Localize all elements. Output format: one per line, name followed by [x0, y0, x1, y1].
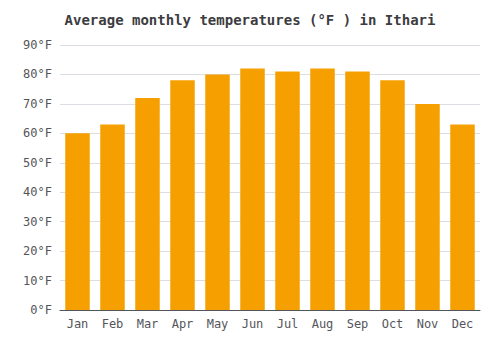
- svg-text:30°F: 30°F: [23, 215, 52, 229]
- svg-text:10°F: 10°F: [23, 274, 52, 288]
- svg-text:80°F: 80°F: [23, 67, 52, 81]
- svg-text:Apr: Apr: [172, 317, 194, 331]
- svg-text:Mar: Mar: [137, 317, 159, 331]
- svg-text:40°F: 40°F: [23, 185, 52, 199]
- svg-text:Sep: Sep: [347, 317, 369, 331]
- svg-text:0°F: 0°F: [30, 303, 52, 317]
- svg-text:20°F: 20°F: [23, 244, 52, 258]
- svg-text:70°F: 70°F: [23, 97, 52, 111]
- svg-text:60°F: 60°F: [23, 126, 52, 140]
- svg-text:Jan: Jan: [67, 317, 89, 331]
- svg-text:50°F: 50°F: [23, 156, 52, 170]
- svg-text:Average monthly temperatures (: Average monthly temperatures (°F ) in It…: [65, 12, 436, 28]
- svg-text:Feb: Feb: [102, 317, 124, 331]
- svg-text:Dec: Dec: [452, 317, 474, 331]
- svg-text:Aug: Aug: [312, 317, 334, 331]
- svg-text:Oct: Oct: [382, 317, 404, 331]
- svg-text:Jun: Jun: [242, 317, 264, 331]
- svg-text:Jul: Jul: [277, 317, 299, 331]
- svg-text:May: May: [207, 317, 229, 331]
- svg-text:Nov: Nov: [417, 317, 439, 331]
- svg-text:90°F: 90°F: [23, 38, 52, 52]
